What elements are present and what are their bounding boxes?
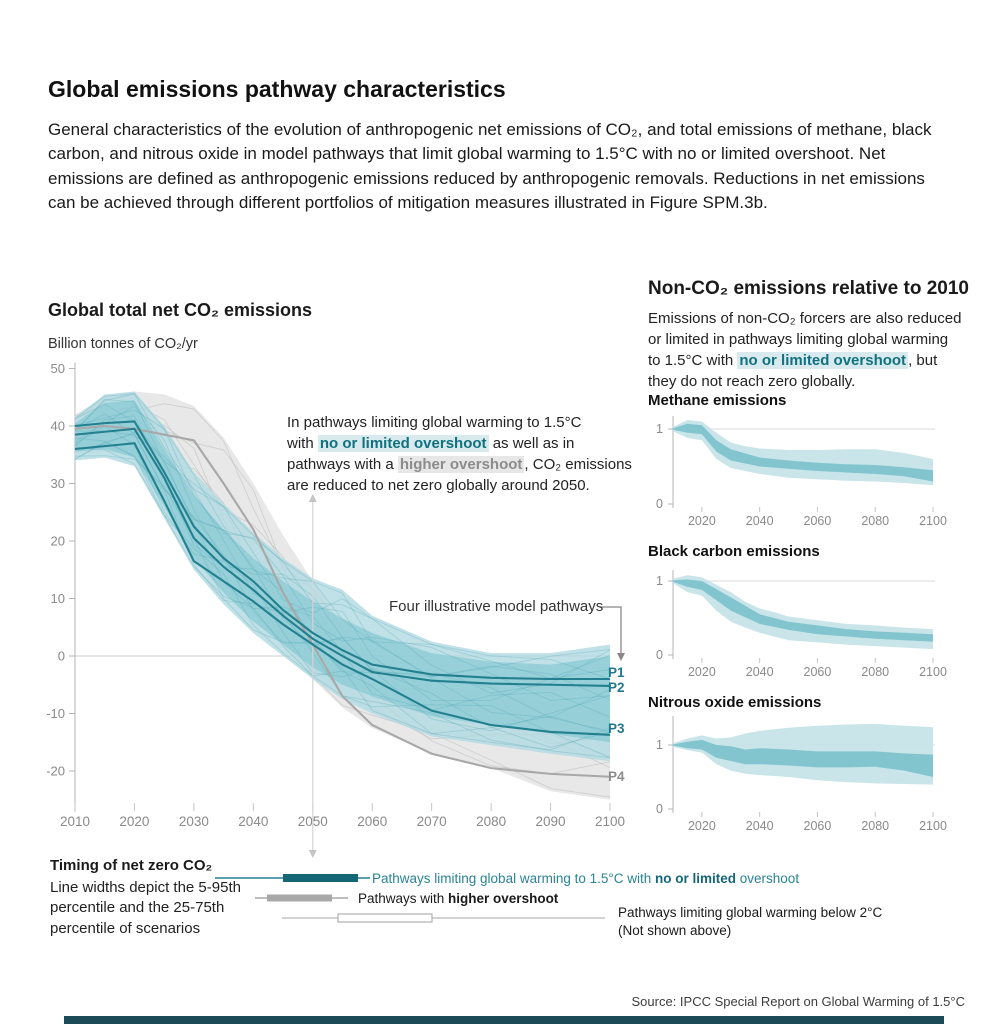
svg-text:10: 10	[51, 591, 65, 606]
svg-text:20: 20	[51, 534, 65, 549]
svg-text:2040: 2040	[746, 665, 774, 679]
figure-title: Global emissions pathway characteristics	[48, 76, 506, 102]
svg-text:2040: 2040	[238, 814, 268, 829]
left-chart-title: Global total net CO₂ emissions	[48, 300, 313, 320]
footer-bar	[64, 1016, 944, 1024]
svg-text:2020: 2020	[119, 814, 149, 829]
svg-text:2010: 2010	[60, 814, 90, 829]
svg-text:0: 0	[656, 802, 663, 816]
legend-item-1p5-no-limited-overshoot: Pathways limiting global warming to 1.5°…	[372, 871, 800, 886]
non-co2-section-heading: Non-CO₂ emissions relative to 2010	[648, 278, 969, 299]
nitrous-oxide-emissions-chart: 0 1 2020 2040 2060 2080 2100	[656, 716, 947, 833]
pathways-callout-label: Four illustrative model pathways	[389, 598, 604, 615]
svg-text:2060: 2060	[357, 814, 387, 829]
svg-text:2080: 2080	[476, 814, 506, 829]
svg-text:2100: 2100	[919, 665, 947, 679]
svg-text:-20: -20	[46, 764, 65, 779]
svg-text:2100: 2100	[919, 514, 947, 528]
svg-text:2060: 2060	[804, 819, 832, 833]
net-zero-annotation: In pathways limiting global warming to 1…	[287, 414, 632, 494]
legend-item-higher-overshoot: Pathways with higher overshoot	[358, 891, 559, 906]
highlight-no-or-limited-overshoot: no or limited overshoot	[317, 435, 489, 452]
svg-text:0: 0	[656, 497, 663, 511]
svg-text:2100: 2100	[919, 819, 947, 833]
svg-text:2030: 2030	[179, 814, 209, 829]
pathway-label-p2: P2	[608, 680, 625, 695]
svg-text:2040: 2040	[746, 514, 774, 528]
black-carbon-chart-title: Black carbon emissions	[648, 543, 820, 560]
pathway-label-p1: P1	[608, 665, 625, 680]
svg-text:40: 40	[51, 419, 65, 434]
svg-text:2080: 2080	[861, 514, 889, 528]
svg-text:2040: 2040	[746, 819, 774, 833]
annotation-line4: are reduced to net zero globally around …	[287, 477, 590, 494]
pathway-label-p4: P4	[608, 769, 625, 784]
svg-text:30: 30	[51, 476, 65, 491]
non-co2-description: Emissions of non-CO₂ forcers are also re…	[648, 310, 962, 390]
svg-text:2100: 2100	[595, 814, 625, 829]
svg-text:2070: 2070	[417, 814, 447, 829]
legend-subtitle: Line widths depict the 5-95th percentile…	[50, 879, 241, 937]
svg-text:-10: -10	[46, 706, 65, 721]
svg-text:2060: 2060	[804, 665, 832, 679]
legend-title: Timing of net zero CO₂	[50, 857, 213, 874]
methane-emissions-chart: 0 1 2020 2040 2060 2080 2100	[656, 416, 947, 528]
left-chart-unit-label: Billion tonnes of CO₂/yr	[48, 336, 198, 352]
annotation-line1: In pathways limiting global warming to 1…	[287, 414, 582, 431]
figure-intro: General characteristics of the evolution…	[48, 120, 932, 213]
svg-text:1: 1	[656, 574, 663, 588]
svg-text:2080: 2080	[861, 819, 889, 833]
svg-text:1: 1	[656, 738, 663, 752]
highlight-higher-overshoot: higher overshoot	[397, 456, 525, 473]
svg-text:2060: 2060	[804, 514, 832, 528]
black-carbon-emissions-chart: 0 1 2020 2040 2060 2080 2100	[656, 570, 947, 679]
svg-text:2090: 2090	[536, 814, 566, 829]
methane-chart-title: Methane emissions	[648, 392, 787, 409]
pathway-label-p3: P3	[608, 721, 625, 736]
svg-text:2020: 2020	[688, 665, 716, 679]
legend-item-below-2c: Pathways limiting global warming below 2…	[618, 905, 883, 938]
svg-text:50: 50	[51, 361, 65, 376]
svg-text:0: 0	[58, 649, 65, 664]
svg-text:2020: 2020	[688, 514, 716, 528]
nitrous-oxide-chart-title: Nitrous oxide emissions	[648, 694, 822, 711]
source-credit: Source: IPCC Special Report on Global Wa…	[631, 994, 965, 1009]
svg-text:2020: 2020	[688, 819, 716, 833]
svg-text:0: 0	[656, 648, 663, 662]
highlight-no-or-limited-overshoot-2: no or limited overshoot	[737, 352, 909, 369]
svg-text:2080: 2080	[861, 665, 889, 679]
svg-text:1: 1	[656, 422, 663, 436]
